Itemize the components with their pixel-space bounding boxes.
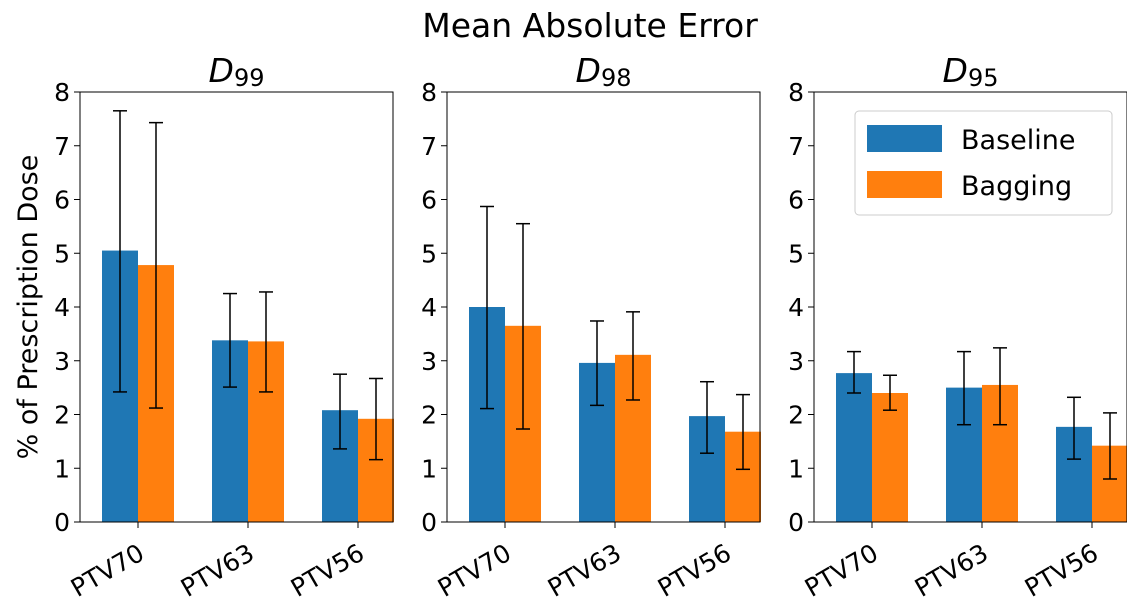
x-tick-label: PTV56 [286,538,369,603]
x-tick-label: PTV56 [653,538,736,603]
subplot-panel: D99 0 1 2 3 4 5 6 7 8 PTV70 PTV63 PTV56 [54,51,394,603]
y-tick-label: 3 [54,347,70,376]
y-tick-label: 2 [421,401,437,430]
legend-label-baseline: Baseline [961,125,1075,156]
y-tick-label: 4 [421,293,437,322]
y-tick-label: 8 [421,78,437,107]
x-tick-label: PTV70 [66,538,149,603]
y-tick-label: 1 [421,454,437,483]
subplot-title-main: D [943,51,968,90]
y-tick-label: 6 [421,186,437,215]
legend-label-bagging: Bagging [961,171,1072,202]
x-tick-label: PTV70 [433,538,516,603]
subplot-title: D99 [209,51,265,92]
y-axis-label: % of Prescription Dose [13,155,44,460]
y-tick-label: 2 [788,401,804,430]
x-tick-label: PTV63 [543,538,626,603]
x-tick-label: PTV56 [1020,538,1103,603]
x-tick-label: PTV63 [910,538,993,603]
subplot-title-subscript: 95 [968,64,999,92]
y-tick-label: 3 [788,347,804,376]
figure-title: Mean Absolute Error [422,6,758,45]
y-tick-label: 0 [54,508,70,537]
axes-frame [79,91,394,523]
y-tick-label: 2 [54,401,70,430]
y-tick-label: 6 [788,186,804,215]
axes-frame [446,91,761,523]
axes-frame [813,91,1127,523]
y-tick-label: 6 [54,186,70,215]
legend-swatch-bagging [867,171,942,198]
y-tick-label: 1 [788,454,804,483]
subplot-title: D95 [943,51,999,92]
y-tick-label: 7 [54,132,70,161]
y-tick-label: 0 [421,508,437,537]
bar-baseline [836,373,872,522]
y-tick-label: 5 [54,239,70,268]
legend: Baseline Bagging [854,110,1113,216]
subplot-title-subscript: 99 [234,64,265,92]
y-tick-label: 7 [788,132,804,161]
y-tick-label: 5 [421,239,437,268]
y-tick-label: 4 [54,293,70,322]
subplot-title-subscript: 98 [601,64,632,92]
subplot-title-main: D [209,51,234,90]
subplot-panel: D98 0 1 2 3 4 5 6 7 8 PTV70 PTV63 PTV56 [421,51,761,603]
y-tick-label: 3 [421,347,437,376]
y-tick-label: 4 [788,293,804,322]
bar-bagging [872,393,908,522]
legend-swatch-baseline [867,125,942,152]
y-tick-label: 8 [788,78,804,107]
y-tick-label: 7 [421,132,437,161]
y-tick-label: 5 [788,239,804,268]
x-tick-label: PTV63 [176,538,259,603]
y-tick-label: 0 [788,508,804,537]
subplot-title: D98 [576,51,632,92]
x-tick-label: PTV70 [800,538,883,603]
y-tick-label: 1 [54,454,70,483]
subplot-title-main: D [576,51,601,90]
y-tick-label: 8 [54,78,70,107]
